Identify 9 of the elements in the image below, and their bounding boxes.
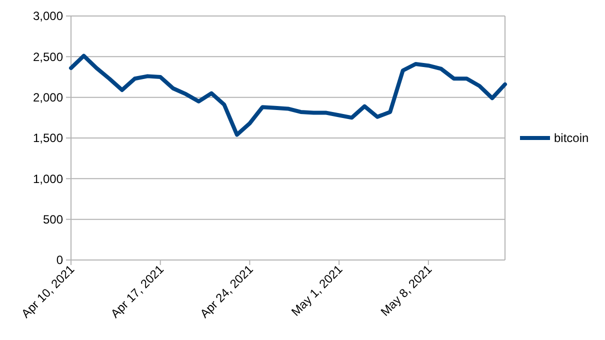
y-tick-label: 1,500: [32, 131, 64, 146]
y-tick-label: 2,000: [32, 90, 64, 105]
y-tick-label: 3,000: [32, 9, 64, 24]
y-tick-label: 500: [42, 212, 64, 227]
legend-label: bitcoin: [554, 131, 589, 146]
y-tick-label: 1,000: [32, 172, 64, 186]
y-tick-label: 0: [56, 253, 64, 268]
y-tick-label: 2,500: [32, 50, 64, 64]
line-series: [69, 54, 507, 137]
